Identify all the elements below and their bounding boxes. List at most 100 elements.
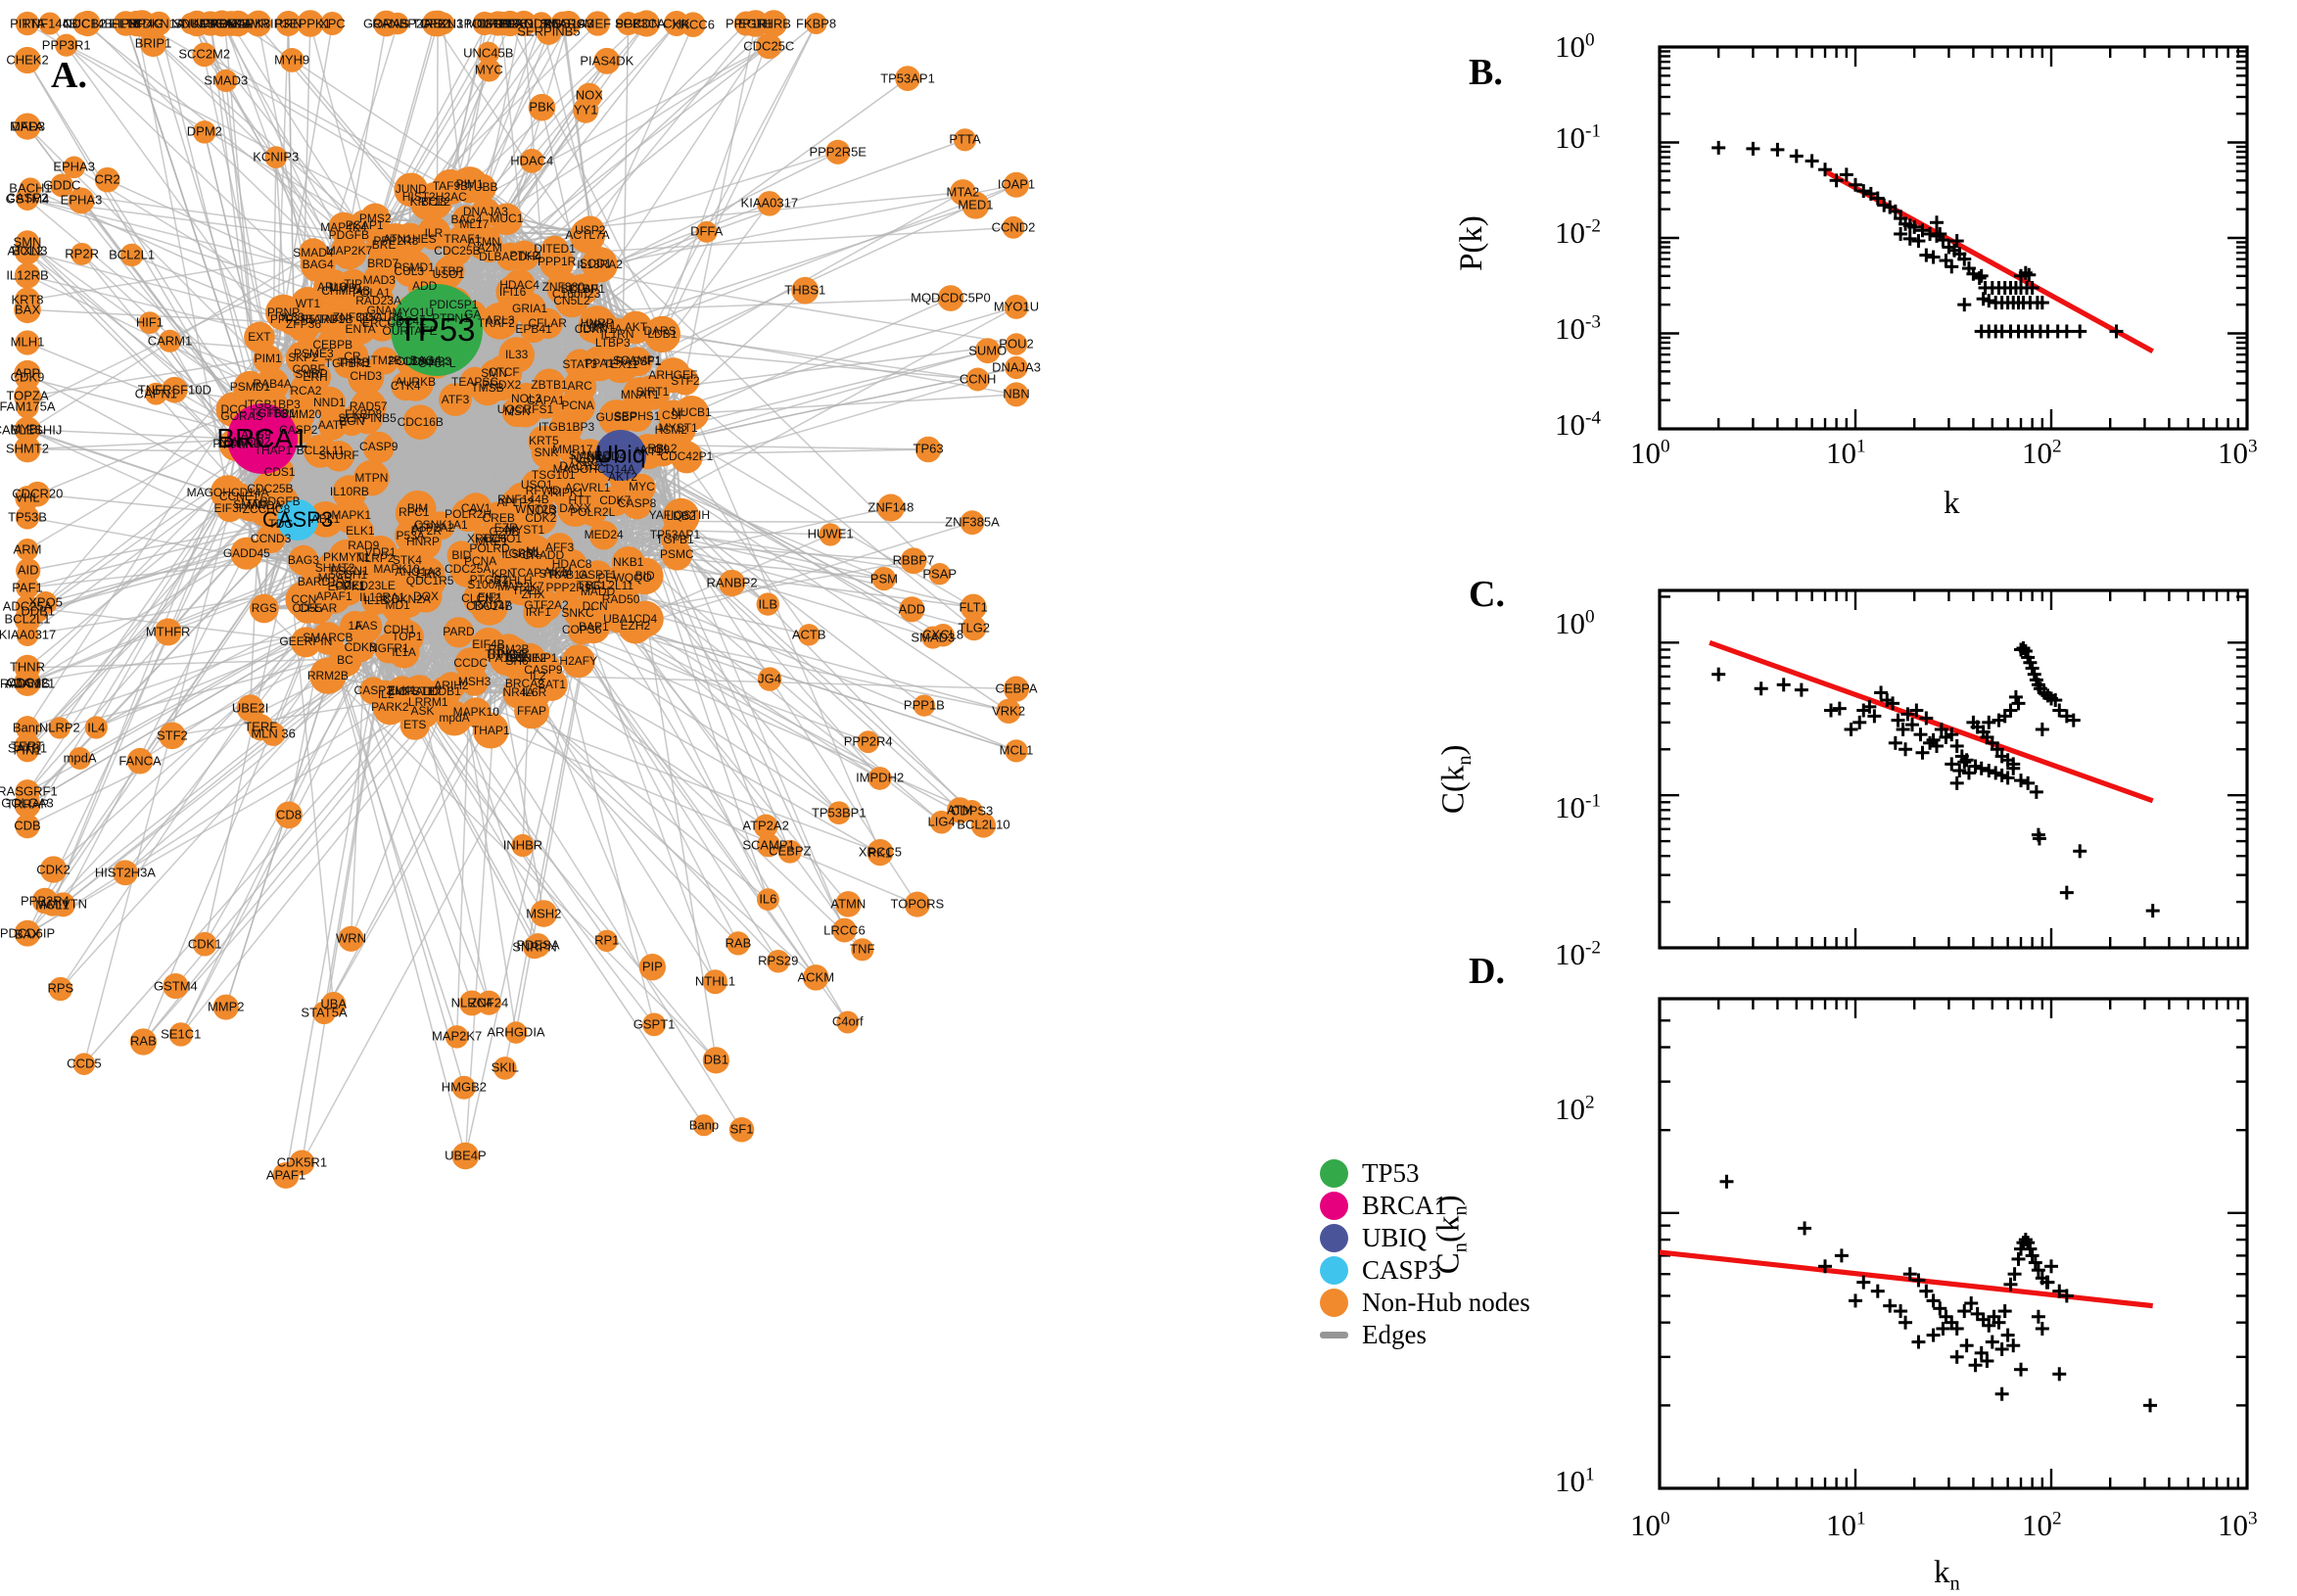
network-node[interactable]: [857, 730, 879, 753]
network-node[interactable]: [586, 11, 610, 35]
network-node[interactable]: [703, 1047, 729, 1073]
network-node[interactable]: [996, 699, 1020, 724]
network-node[interactable]: [17, 539, 39, 561]
network-node[interactable]: [754, 815, 778, 839]
network-node[interactable]: [778, 840, 802, 864]
network-node[interactable]: [975, 338, 1001, 363]
network-node[interactable]: [51, 892, 75, 916]
network-node[interactable]: [528, 426, 559, 457]
network-node[interactable]: [16, 558, 40, 583]
network-node[interactable]: [529, 94, 556, 121]
network-node[interactable]: [34, 591, 58, 615]
network-node[interactable]: [489, 12, 513, 36]
network-node[interactable]: [703, 969, 727, 994]
network-node[interactable]: [452, 1076, 476, 1100]
network-node[interactable]: [757, 191, 781, 215]
network-node[interactable]: [16, 12, 39, 35]
network-node[interactable]: [520, 149, 544, 173]
network-node[interactable]: [351, 611, 382, 642]
network-node[interactable]: [447, 540, 477, 570]
network-node[interactable]: [49, 717, 70, 738]
network-node[interactable]: [639, 954, 666, 980]
network-node[interactable]: [55, 34, 77, 57]
network-node[interactable]: [825, 140, 850, 164]
network-node[interactable]: [69, 747, 91, 770]
network-node[interactable]: [1006, 333, 1028, 355]
network-node[interactable]: [767, 950, 790, 973]
network-node[interactable]: [261, 723, 285, 746]
network-node[interactable]: [402, 404, 438, 440]
network-node[interactable]: [950, 179, 976, 206]
network-node[interactable]: [868, 767, 892, 790]
network-node[interactable]: [264, 146, 287, 168]
network-node[interactable]: [422, 11, 447, 36]
network-node[interactable]: [496, 243, 525, 271]
network-node[interactable]: [15, 262, 40, 288]
network-node[interactable]: [505, 1021, 528, 1044]
network-node[interactable]: [930, 811, 954, 834]
network-node[interactable]: [353, 460, 390, 496]
network-node[interactable]: [24, 482, 50, 507]
network-node[interactable]: [95, 167, 120, 193]
network-node[interactable]: [477, 59, 500, 82]
network-node[interactable]: [139, 311, 162, 334]
network-node[interactable]: [719, 570, 745, 596]
network-node[interactable]: [14, 113, 40, 139]
network-node[interactable]: [15, 288, 40, 313]
network-node[interactable]: [169, 1022, 193, 1046]
network-node[interactable]: [352, 403, 383, 435]
network-node[interactable]: [40, 856, 67, 882]
hub-node-casp3[interactable]: [277, 499, 318, 540]
network-node[interactable]: [895, 66, 920, 91]
network-node[interactable]: [70, 243, 93, 265]
network-node[interactable]: [798, 624, 820, 645]
network-node[interactable]: [827, 801, 851, 824]
network-node[interactable]: [806, 13, 827, 34]
network-node[interactable]: [321, 992, 346, 1016]
network-node[interactable]: [180, 13, 202, 34]
network-node[interactable]: [502, 397, 533, 427]
network-node[interactable]: [14, 47, 40, 73]
network-node[interactable]: [427, 511, 455, 540]
network-node[interactable]: [192, 42, 216, 67]
network-node[interactable]: [72, 12, 96, 35]
network-node[interactable]: [835, 891, 861, 916]
network-node[interactable]: [1004, 677, 1029, 702]
network-node[interactable]: [961, 594, 987, 621]
network-node[interactable]: [954, 128, 976, 151]
network-node[interactable]: [338, 926, 363, 952]
network-node[interactable]: [493, 1056, 517, 1080]
network-node[interactable]: [1002, 216, 1024, 239]
network-node[interactable]: [159, 722, 186, 749]
network-node[interactable]: [155, 618, 182, 645]
network-node[interactable]: [536, 20, 561, 45]
network-node[interactable]: [16, 716, 40, 740]
network-node[interactable]: [250, 594, 279, 624]
network-node[interactable]: [564, 599, 591, 627]
network-node[interactable]: [363, 432, 395, 463]
network-node[interactable]: [38, 12, 61, 34]
network-node[interactable]: [459, 991, 485, 1016]
network-node[interactable]: [629, 12, 651, 34]
network-node[interactable]: [573, 97, 598, 122]
network-node[interactable]: [578, 314, 606, 343]
network-node[interactable]: [15, 671, 39, 695]
network-node[interactable]: [452, 1143, 480, 1170]
network-node[interactable]: [15, 330, 39, 354]
network-node[interactable]: [593, 48, 620, 74]
network-node[interactable]: [803, 964, 828, 990]
hub-node-brca1[interactable]: [227, 403, 298, 474]
network-node[interactable]: [20, 177, 41, 199]
network-node[interactable]: [596, 930, 618, 952]
network-node[interactable]: [966, 368, 990, 392]
network-node[interactable]: [526, 933, 550, 958]
network-node[interactable]: [661, 520, 689, 548]
hub-node-ubiq[interactable]: [595, 430, 646, 481]
network-node[interactable]: [127, 748, 154, 775]
network-node[interactable]: [419, 186, 451, 218]
network-node[interactable]: [371, 347, 398, 374]
network-node[interactable]: [289, 1150, 314, 1175]
network-node[interactable]: [915, 437, 941, 462]
network-node[interactable]: [758, 667, 781, 690]
network-node[interactable]: [17, 923, 38, 945]
